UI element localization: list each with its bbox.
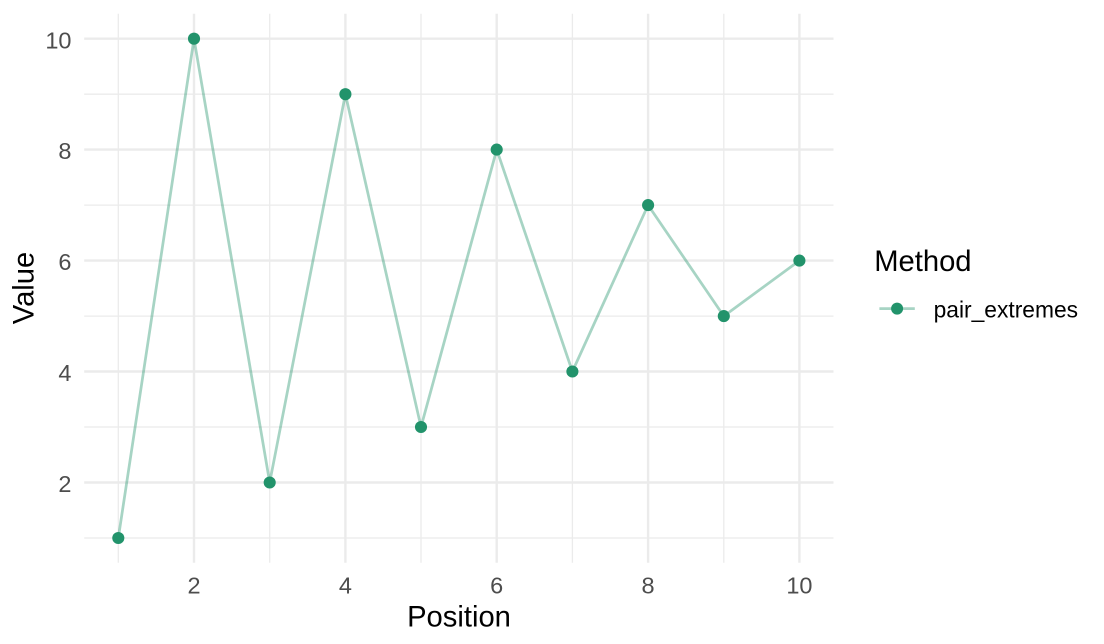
svg-text:pair_extremes: pair_extremes — [934, 297, 1078, 323]
svg-text:4: 4 — [58, 360, 71, 386]
svg-text:2: 2 — [187, 572, 200, 598]
svg-text:6: 6 — [490, 572, 503, 598]
svg-text:Value: Value — [9, 252, 41, 324]
svg-text:6: 6 — [58, 249, 71, 275]
svg-text:10: 10 — [786, 572, 812, 598]
svg-text:Method: Method — [874, 246, 971, 278]
svg-text:Position: Position — [407, 602, 511, 634]
svg-text:8: 8 — [58, 138, 71, 164]
svg-text:8: 8 — [642, 572, 655, 598]
svg-text:2: 2 — [58, 471, 71, 497]
svg-text:4: 4 — [339, 572, 352, 598]
svg-text:10: 10 — [45, 27, 71, 53]
